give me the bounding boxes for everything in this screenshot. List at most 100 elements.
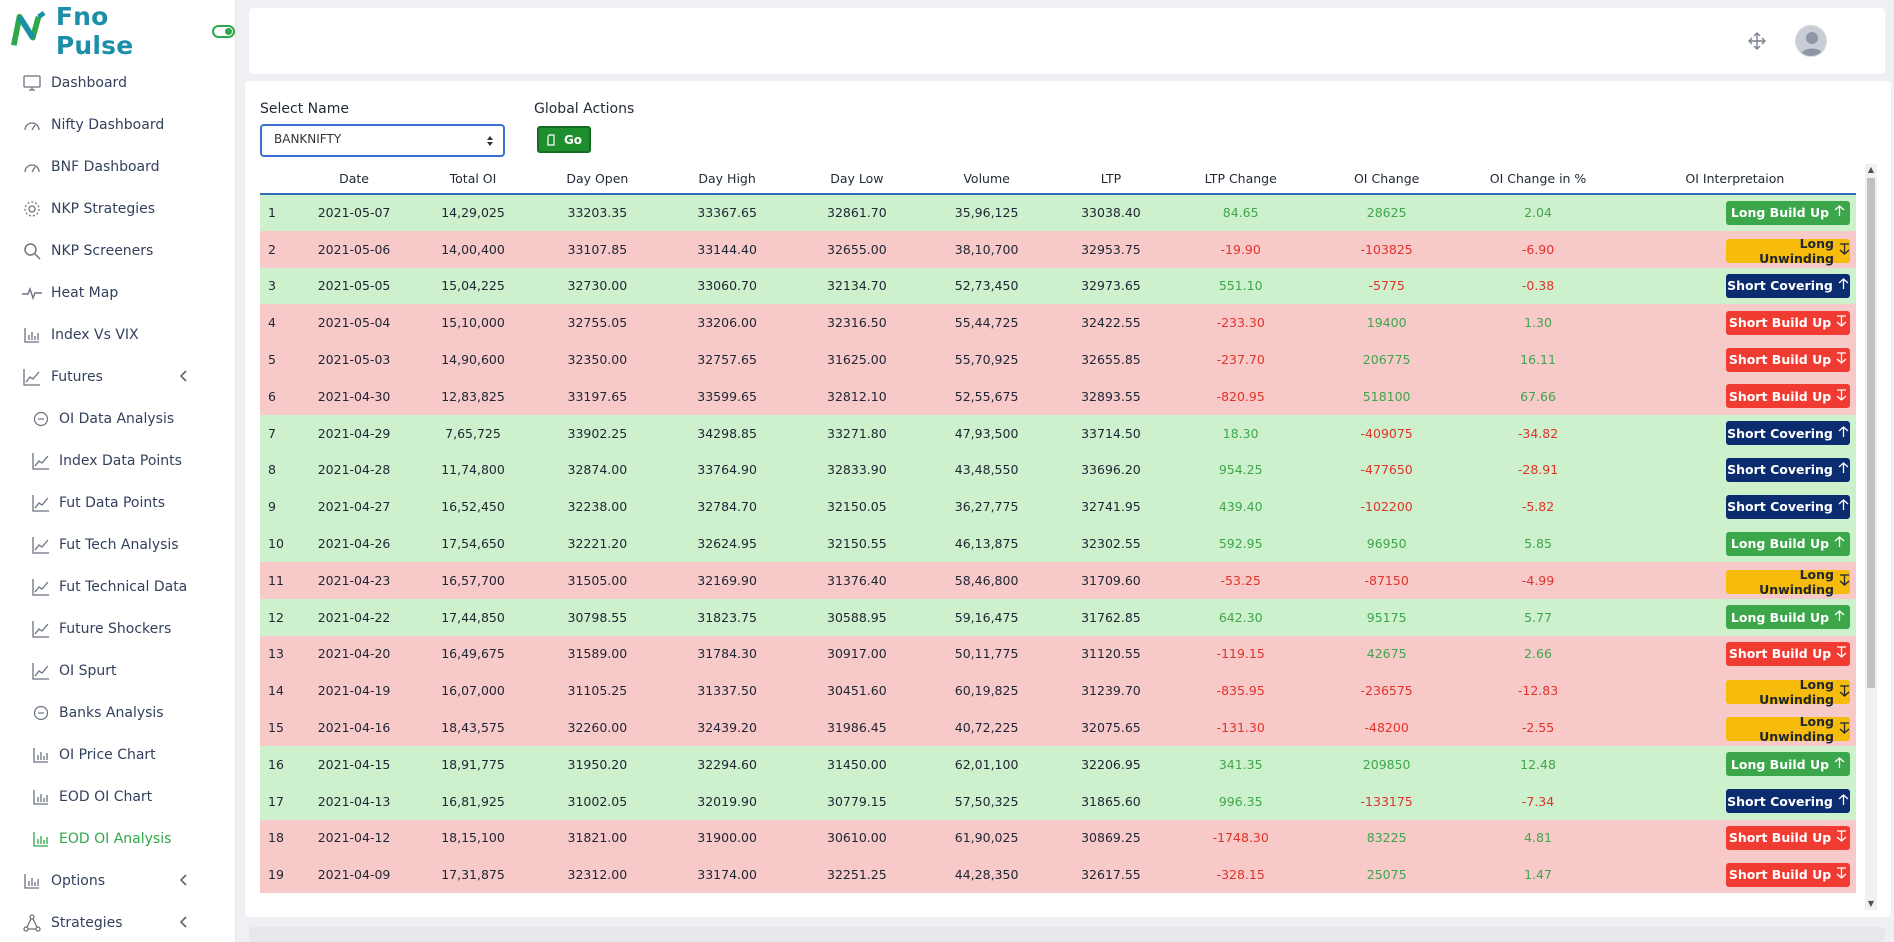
sidebar-item-fut-data-points[interactable]: Fut Data Points: [0, 482, 235, 524]
interpretation-badge[interactable]: Short Build Up: [1726, 310, 1850, 335]
cell-vol: 38,10,700: [921, 230, 1052, 268]
interpretation-badge[interactable]: Short Build Up: [1726, 384, 1850, 409]
table-row[interactable]: 10 2021-04-26 17,54,650 32221.20 32624.95 321…: [260, 525, 1856, 562]
column-header[interactable]: Total OI: [413, 164, 533, 195]
table-row[interactable]: 6 2021-04-30 12,83,825 33197.65 33599.65 3281…: [260, 377, 1856, 415]
table-row[interactable]: 8 2021-04-28 11,74,800 32874.00 33764.90 3283…: [260, 451, 1856, 489]
user-avatar[interactable]: [1795, 25, 1827, 57]
sidebar-item-bnf-dashboard[interactable]: BNF Dashboard: [0, 146, 235, 188]
column-header[interactable]: Day Open: [532, 164, 663, 195]
sidebar-item-future-shockers[interactable]: Future Shockers: [0, 608, 235, 650]
interpretation-badge[interactable]: Long Build Up: [1726, 531, 1850, 556]
column-header[interactable]: OI Change: [1310, 164, 1463, 195]
chevron-left-icon[interactable]: [177, 369, 191, 383]
table-row[interactable]: 11 2021-04-23 16,57,700 31505.00 32169.90 313…: [260, 561, 1856, 599]
sidebar-item-label: NKP Screeners: [51, 243, 154, 259]
column-header[interactable]: LTP: [1051, 164, 1171, 195]
column-header[interactable]: OI Change in %: [1462, 164, 1614, 195]
table-row[interactable]: 13 2021-04-20 16,49,675 31589.00 31784.30 309…: [260, 635, 1856, 673]
column-header[interactable]: OI Interpretaion: [1613, 164, 1856, 195]
scroll-down-icon[interactable]: ▼: [1867, 899, 1875, 908]
table-row[interactable]: 15 2021-04-16 18,43,575 32260.00 32439.20 319…: [260, 709, 1856, 746]
interpretation-label: Long Build Up: [1730, 756, 1830, 772]
sidebar-nav: Dashboard Nifty Dashboard BNF Dashboard NKP…: [0, 62, 235, 942]
table-row[interactable]: 16 2021-04-15 18,91,775 31950.20 32294.60 314…: [260, 745, 1856, 783]
line-chart-icon: [31, 576, 51, 598]
table-row[interactable]: 7 2021-04-29 7,65,725 33902.25 34298.85 33271…: [260, 414, 1856, 452]
interpretation-badge[interactable]: Long Unwinding: [1726, 677, 1850, 707]
cell-oic: -236575: [1310, 672, 1463, 710]
vertical-scrollbar[interactable]: ▲ ▼: [1865, 164, 1877, 910]
sidebar-item-banks-analysis[interactable]: Banks Analysis: [0, 692, 235, 734]
table-row[interactable]: 17 2021-04-13 16,81,925 31002.05 32019.90 307…: [260, 782, 1856, 820]
table-row[interactable]: 5 2021-05-03 14,90,600 32350.00 32757.65 3162…: [260, 341, 1856, 378]
interpretation-badge[interactable]: Long Unwinding: [1726, 714, 1850, 744]
sidebar-item-eod-oi-analysis[interactable]: EOD OI Analysis: [0, 818, 235, 860]
interpretation-badge[interactable]: Short Covering: [1726, 457, 1850, 482]
table-row[interactable]: 12 2021-04-22 17,44,850 30798.55 31823.75 305…: [260, 598, 1856, 636]
table-row[interactable]: 4 2021-05-04 15,10,000 32755.05 33206.00 3231…: [260, 304, 1856, 342]
go-button[interactable]: Go: [537, 126, 591, 153]
scroll-up-icon[interactable]: ▲: [1867, 165, 1875, 174]
sidebar-item-nkp-strategies[interactable]: NKP Strategies: [0, 188, 235, 230]
table-row[interactable]: 2 2021-05-06 14,00,400 33107.85 33144.40 3265…: [260, 230, 1856, 268]
interpretation-badge[interactable]: Long Unwinding: [1726, 566, 1850, 597]
table-row[interactable]: 1 2021-05-07 14,29,025 33203.35 33367.65 3286…: [260, 194, 1856, 231]
arrow-down-icon: [1839, 574, 1850, 589]
interpretation-badge[interactable]: Short Build Up: [1726, 641, 1850, 666]
interpretation-badge[interactable]: Short Covering: [1726, 494, 1850, 519]
sidebar-item-dashboard[interactable]: Dashboard: [0, 62, 235, 104]
interpretation-badge[interactable]: Long Unwinding: [1726, 236, 1850, 266]
column-header[interactable]: Volume: [921, 164, 1052, 195]
interpretation-badge[interactable]: Short Build Up: [1726, 347, 1850, 372]
sidebar-item-oi-data-analysis[interactable]: OI Data Analysis: [0, 398, 235, 440]
interpretation-label: Long Unwinding: [1759, 566, 1834, 597]
column-header[interactable]: [260, 164, 295, 195]
column-header[interactable]: Day High: [662, 164, 792, 195]
sidebar-item-oi-spurt[interactable]: OI Spurt: [0, 650, 235, 692]
sidebar-item-heat-map[interactable]: Heat Map: [0, 272, 235, 314]
chevron-left-icon[interactable]: [177, 873, 191, 887]
table-row[interactable]: 18 2021-04-12 18,15,100 31821.00 31900.00 306…: [260, 819, 1856, 857]
interpretation-badge[interactable]: Short Build Up: [1726, 825, 1850, 850]
cell-interpretation: Short Covering: [1613, 782, 1856, 820]
sidebar-item-fut-technical-data[interactable]: Fut Technical Data: [0, 566, 235, 608]
sidebar-item-strategies[interactable]: Strategies: [0, 902, 235, 942]
theme-toggle[interactable]: [212, 24, 235, 38]
chevron-left-icon[interactable]: [177, 915, 191, 929]
interpretation-badge[interactable]: Long Build Up: [1726, 752, 1850, 777]
sidebar-item-index-vs-vix[interactable]: Index Vs VIX: [0, 314, 235, 356]
cell-oi: 16,49,675: [413, 635, 533, 673]
interpretation-badge[interactable]: Short Covering: [1726, 789, 1850, 814]
sidebar-item-fut-tech-analysis[interactable]: Fut Tech Analysis: [0, 524, 235, 566]
column-header[interactable]: LTP Change: [1170, 164, 1311, 195]
circle-icon: [31, 408, 51, 430]
interpretation-badge[interactable]: Long Build Up: [1726, 200, 1850, 225]
column-header[interactable]: Day Low: [791, 164, 922, 195]
table-row[interactable]: 14 2021-04-19 16,07,000 31105.25 31337.50 304…: [260, 672, 1856, 710]
sidebar-item-nkp-screeners[interactable]: NKP Screeners: [0, 230, 235, 272]
cell-low: 30451.60: [791, 672, 922, 710]
fullscreen-icon[interactable]: [1747, 31, 1767, 51]
select-name-dropdown[interactable]: BANKNIFTY: [260, 124, 505, 157]
sidebar-item-eod-oi-chart[interactable]: EOD OI Chart: [0, 776, 235, 818]
sidebar-item-oi-price-chart[interactable]: OI Price Chart: [0, 734, 235, 776]
sidebar-item-index-data-points[interactable]: Index Data Points: [0, 440, 235, 482]
sidebar-item-nifty-dashboard[interactable]: Nifty Dashboard: [0, 104, 235, 146]
brand[interactable]: Fno Pulse: [0, 0, 235, 62]
scroll-thumb[interactable]: [1867, 178, 1875, 688]
table-row[interactable]: 9 2021-04-27 16,52,450 32238.00 32784.70 3215…: [260, 488, 1856, 526]
cell-oic: 96950: [1310, 525, 1463, 562]
column-header[interactable]: Date: [294, 164, 414, 195]
interpretation-badge[interactable]: Short Build Up: [1726, 862, 1850, 887]
sidebar-item-options[interactable]: Options: [0, 860, 235, 902]
interpretation-badge[interactable]: Short Covering: [1726, 273, 1850, 298]
cell-n: 15: [260, 709, 295, 746]
sidebar-item-futures[interactable]: Futures: [0, 356, 235, 398]
interpretation-badge[interactable]: Short Covering: [1726, 421, 1850, 446]
interpretation-badge[interactable]: Long Build Up: [1726, 605, 1850, 630]
cell-interpretation: Short Build Up: [1613, 341, 1856, 378]
cell-ltp: 32973.65: [1051, 267, 1171, 305]
table-row[interactable]: 19 2021-04-09 17,31,875 32312.00 33174.00 322…: [260, 856, 1856, 894]
table-row[interactable]: 3 2021-05-05 15,04,225 32730.00 33060.70 3213…: [260, 267, 1856, 305]
